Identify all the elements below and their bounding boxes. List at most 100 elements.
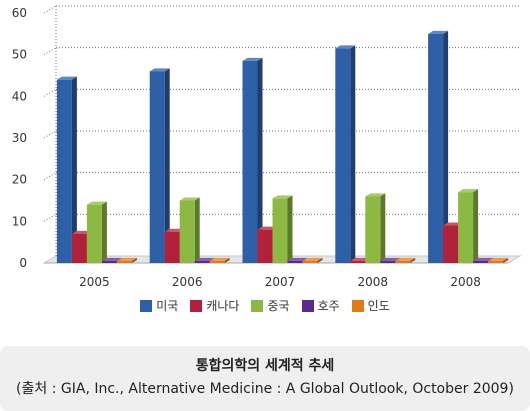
bar-front — [395, 260, 411, 263]
bar-front — [71, 233, 87, 263]
x-tick-label: 2007 — [265, 275, 296, 289]
bar-top — [194, 257, 215, 261]
bar-front — [287, 260, 303, 263]
bar-front — [458, 192, 474, 263]
legend-swatch — [140, 299, 153, 312]
y-tick-label: 10 — [12, 214, 27, 228]
bar-side — [101, 201, 107, 263]
bar-front — [272, 198, 288, 263]
bar — [428, 30, 449, 264]
bar — [272, 195, 293, 263]
bar-front — [86, 204, 102, 263]
bar-front — [116, 260, 132, 263]
bar-top — [272, 195, 293, 199]
bar-top — [473, 257, 494, 261]
bar-front — [443, 225, 459, 263]
gridline-depth — [43, 5, 57, 14]
bar-side — [287, 195, 293, 263]
bar — [242, 57, 263, 263]
y-tick-label: 60 — [12, 6, 27, 20]
bar-front — [488, 260, 504, 263]
bar-front — [179, 200, 195, 263]
bar-top — [335, 45, 356, 49]
bar — [56, 76, 77, 264]
bar-front — [56, 79, 72, 264]
bar — [209, 257, 230, 263]
y-tick-label: 50 — [12, 48, 27, 62]
bar-top — [86, 201, 107, 205]
legend-label: 중국 — [267, 299, 290, 313]
legend-label: 호주 — [317, 299, 340, 313]
y-tick-label: 40 — [12, 89, 27, 103]
legend-label: 미국 — [156, 299, 179, 313]
legend-label: 인도 — [367, 299, 390, 313]
bar-front — [101, 260, 117, 263]
gridline-depth — [43, 47, 57, 56]
legend-item: 인도 — [351, 297, 390, 314]
bar-top — [56, 76, 77, 80]
caption-box: 통합의학의 세계적 추세 (출처 : GIA, Inc., Alternativ… — [0, 346, 530, 411]
bar-front — [209, 260, 225, 263]
bar-top — [458, 189, 479, 193]
bar-front — [164, 231, 180, 263]
bar-side — [224, 257, 230, 263]
bar-front — [302, 260, 318, 263]
caption-title: 통합의학의 세계적 추세 — [195, 358, 335, 374]
bar-top — [116, 257, 137, 261]
legend-label: 캐나다 — [206, 299, 240, 313]
bar-top — [488, 257, 509, 261]
gridline-depth — [43, 88, 57, 97]
bar-side — [71, 76, 77, 264]
bar-side — [317, 257, 323, 263]
bar — [365, 193, 386, 263]
legend-swatch — [190, 299, 203, 312]
legend-swatch — [301, 299, 314, 312]
y-tick-label: 20 — [12, 173, 27, 187]
bar — [458, 189, 479, 263]
bar-side — [164, 68, 170, 263]
bar-top — [365, 193, 386, 197]
bar-front — [335, 48, 351, 263]
bar-top — [302, 257, 323, 261]
gridline-depth — [43, 213, 57, 222]
bar-top — [242, 57, 263, 61]
bar — [302, 257, 323, 263]
bar-side — [473, 189, 479, 263]
caption-source: (출처 : GIA, Inc., Alternative Medicine : … — [16, 381, 514, 397]
legend-swatch — [251, 299, 264, 312]
x-tick-label: 2006 — [172, 275, 203, 289]
y-tick-label: 0 — [19, 256, 27, 270]
bar-side — [380, 193, 386, 263]
legend-swatch — [351, 299, 364, 312]
bar-side — [443, 30, 449, 264]
x-tick-label: 2008 — [450, 275, 481, 289]
bar-top — [179, 197, 200, 201]
bar — [395, 257, 416, 263]
bar-side — [194, 197, 200, 263]
y-tick-label: 30 — [12, 131, 27, 145]
bar-top — [380, 257, 401, 261]
bar-front — [428, 33, 444, 264]
chart: 0 10 20 30 40 50 60 2005 2006 2007 2008 2008 — [12, 5, 522, 289]
gridline-depth — [43, 130, 57, 139]
bar-top — [287, 257, 308, 261]
bar-front — [149, 71, 165, 263]
bar-front — [350, 260, 366, 263]
bar-side — [350, 45, 356, 263]
bar-top — [101, 257, 122, 261]
legend: 미국 캐나다 중국 호주 인도 — [0, 297, 530, 314]
bar-side — [410, 257, 416, 263]
bar — [86, 201, 107, 263]
bar-front — [257, 229, 273, 263]
bar-side — [257, 57, 263, 263]
bar-side — [131, 257, 137, 263]
legend-item: 미국 — [140, 297, 178, 314]
bar — [488, 257, 509, 263]
bar — [116, 257, 137, 263]
legend-item: 중국 — [251, 297, 290, 314]
legend-item: 캐나다 — [190, 297, 239, 314]
bar-top — [149, 68, 170, 72]
legend-item: 호주 — [301, 297, 340, 314]
bar-top — [395, 257, 416, 261]
bar — [149, 68, 170, 263]
